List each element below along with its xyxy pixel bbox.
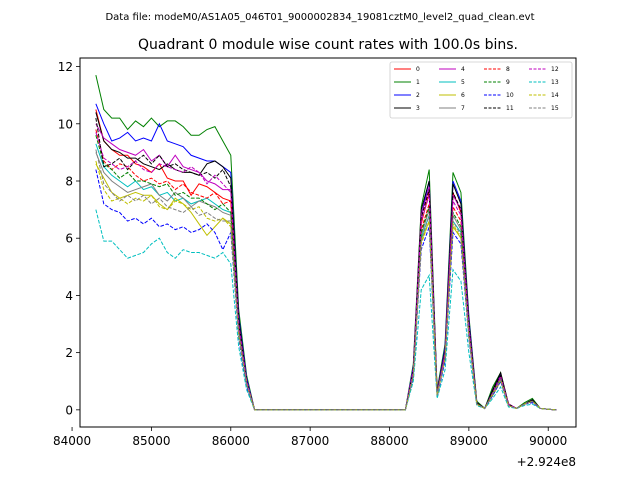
plot-area: 84000 85000 86000 87000 88000 89000 90000 0 2 4 6 8… <box>53 57 577 469</box>
x-tick-label: 89000 <box>450 434 488 448</box>
y-tick-label: 4 <box>65 289 73 303</box>
legend-label-5: 5 <box>461 79 465 86</box>
legend-box <box>389 61 573 119</box>
y-tick-label: 8 <box>65 175 73 189</box>
legend-label-12: 12 <box>551 66 559 73</box>
y-tick-label: 12 <box>58 60 73 74</box>
y-tick-label: 6 <box>65 232 73 246</box>
x-tick-label: 85000 <box>132 434 170 448</box>
legend-label-11: 11 <box>506 105 514 112</box>
x-offset-text: +2.924e8 <box>517 455 576 469</box>
legend-label-2: 2 <box>416 92 420 99</box>
x-tick-label: 84000 <box>53 434 91 448</box>
legend-label-9: 9 <box>506 79 510 86</box>
y-tick-label: 2 <box>65 346 73 360</box>
y-tick-label: 0 <box>65 403 73 417</box>
chart-title: Quadrant 0 module wise count rates with … <box>138 37 518 53</box>
legend-label-1: 1 <box>416 79 420 86</box>
legend-label-6: 6 <box>461 92 465 99</box>
series-line-10 <box>95 169 557 411</box>
legend-label-13: 13 <box>551 79 559 86</box>
x-tick-label: 86000 <box>212 434 250 448</box>
legend-label-0: 0 <box>416 66 420 73</box>
axes-frame <box>79 57 577 428</box>
y-tick-label: 10 <box>58 117 73 131</box>
legend-label-8: 8 <box>506 66 510 73</box>
axis-ticks: 84000 85000 86000 87000 88000 89000 90000 0 2 4 6 8… <box>53 60 567 448</box>
x-tick-label: 90000 <box>529 434 567 448</box>
x-tick-label: 87000 <box>291 434 329 448</box>
x-tick-label: 88000 <box>370 434 408 448</box>
legend-label-3: 3 <box>416 105 420 112</box>
legend-label-14: 14 <box>551 92 559 99</box>
legend-label-10: 10 <box>506 92 514 99</box>
series-line-15 <box>95 149 557 411</box>
legend-label-4: 4 <box>461 66 465 73</box>
figure-suptitle: Data file: modeM0/AS1A05_046T01_90000028… <box>105 12 534 23</box>
legend-label-7: 7 <box>461 105 465 112</box>
legend-label-15: 15 <box>551 105 559 112</box>
series-layer <box>95 75 557 411</box>
